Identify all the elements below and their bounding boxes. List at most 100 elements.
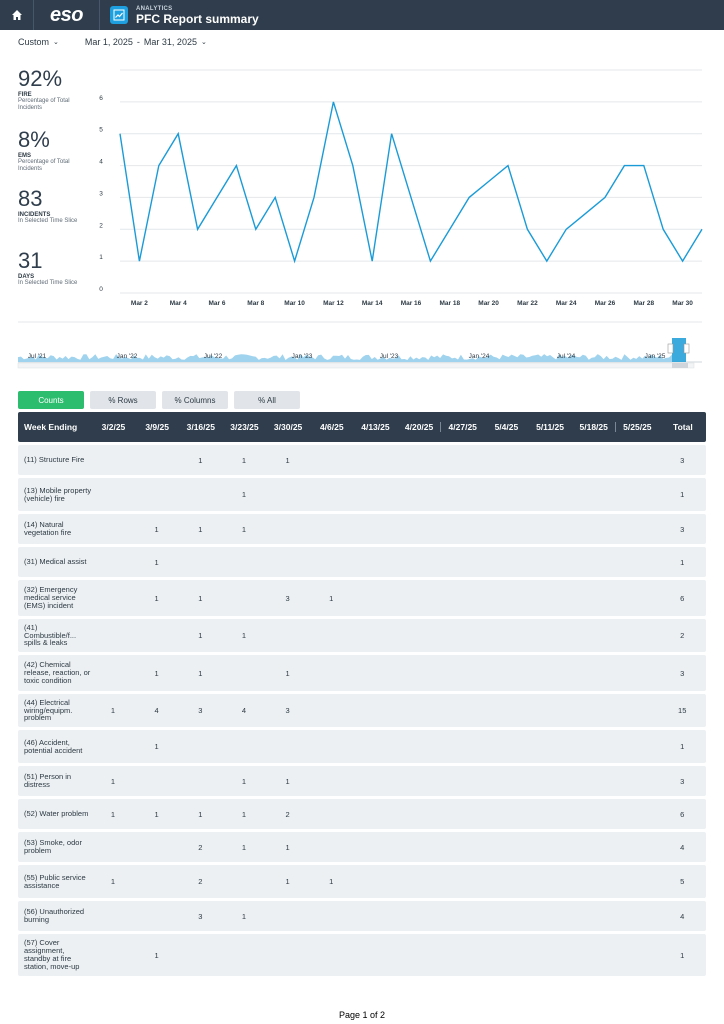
row-label: (42) Chemical release, reaction, or toxi…	[24, 660, 91, 685]
column-header[interactable]: 5/11/25	[536, 422, 564, 432]
navigator-handle-left	[667, 343, 674, 354]
table-row[interactable]: (53) Smoke, odor problem 2 1 1 4	[18, 832, 706, 862]
table-row[interactable]: (32) Emergency medical service (EMS) inc…	[18, 580, 706, 616]
row-total: 15	[678, 706, 687, 715]
table-mode-tabs: Counts % Rows % Columns % All	[18, 391, 300, 409]
date-separator: -	[136, 37, 140, 47]
navigator-label: Jul '23	[380, 353, 399, 360]
kpi-ems: 8% EMS Percentage of Total Incidents	[18, 129, 88, 173]
x-tick-label: Mar 10	[284, 300, 305, 307]
kpi-days: 31 DAYS In Selected Time Slice	[18, 250, 88, 287]
navigator-label: Jul '21	[28, 353, 47, 360]
navigator-label: Jul '22	[204, 353, 223, 360]
table-cell: 1	[110, 809, 116, 819]
column-header[interactable]: 4/20/25	[404, 422, 434, 432]
page-title: PFC Report summary	[136, 11, 259, 26]
x-tick-label: Mar 4	[170, 300, 187, 307]
x-tick-label: Mar 18	[439, 300, 460, 307]
table-cell: 4	[241, 706, 246, 715]
table-row[interactable]: (31) Medical assist 1 1	[18, 547, 706, 577]
column-header[interactable]: Week Ending	[24, 421, 78, 432]
table-row[interactable]: (41) Combustible/f... spills & leaks 1 1 2	[18, 619, 706, 652]
row-total: 3	[680, 455, 685, 465]
table-cell: 2	[198, 842, 203, 852]
row-total: 1	[680, 742, 685, 751]
navigator-area	[18, 354, 672, 362]
table-row[interactable]: (46) Accident, potential accident 1 1	[18, 730, 706, 763]
range-type-dropdown[interactable]: Custom ⌄	[18, 37, 59, 47]
table-header: Week Ending 3/2/25 3/9/25 3/16/25 3/23/25 3/3…	[18, 412, 706, 442]
table-row[interactable]: (55) Public service assistance 1 2 1 1 5	[18, 865, 706, 898]
x-tick-label: Mar 2	[131, 300, 148, 307]
x-tick-label: Mar 12	[323, 300, 344, 307]
row-total: 1	[680, 490, 685, 499]
table-cell: 1	[329, 593, 334, 603]
column-header[interactable]: 3/2/25	[101, 422, 126, 432]
row-total: 6	[680, 809, 685, 819]
table-cell: 4	[154, 706, 159, 715]
column-header[interactable]: 4/13/25	[361, 422, 390, 432]
table-cell: 1	[198, 593, 203, 603]
row-total: 5	[680, 877, 685, 886]
date-filter-bar: Custom ⌄ Mar 1, 2025 - Mar 31, 2025 ⌄	[18, 37, 207, 47]
x-tick-label: Mar 26	[595, 300, 616, 307]
table-cell: 1	[285, 842, 290, 852]
column-header[interactable]: 5/4/25	[494, 422, 519, 432]
x-tick-label: Mar 22	[517, 300, 538, 307]
tab-columns-percent[interactable]: % Columns	[162, 391, 228, 409]
y-tick-label: 3	[99, 190, 103, 197]
home-button[interactable]	[0, 0, 34, 30]
kpi-value: 83	[18, 186, 43, 211]
table-row[interactable]: (14) Natural vegetation fire 1 1 1 3	[18, 514, 706, 544]
table-row[interactable]: (42) Chemical release, reaction, or toxi…	[18, 655, 706, 691]
tab-rows-percent[interactable]: % Rows	[90, 391, 156, 409]
x-tick-label: Mar 16	[401, 300, 422, 307]
table-row[interactable]: (13) Mobile property (vehicle) fire 1 1	[18, 478, 706, 511]
incident-type-table: Week Ending 3/2/25 3/9/25 3/16/25 3/23/25 3/3…	[18, 412, 706, 976]
row-label: (56) Unauthorized burning	[24, 907, 85, 924]
table-cell: 3	[285, 706, 290, 715]
kpi-label: DAYS	[18, 274, 35, 280]
table-row[interactable]: (52) Water problem 1 1 1 1 2 6	[18, 799, 706, 829]
table-cell: 1	[198, 668, 203, 678]
table-cell: 1	[110, 776, 116, 786]
row-label: (44) Electrical wiring/equipm. problem	[24, 697, 73, 723]
column-header[interactable]: Total	[673, 422, 693, 432]
column-header[interactable]: 3/9/25	[145, 422, 169, 432]
column-header[interactable]: 4/27/25	[440, 422, 484, 432]
navigator-label: Jan '24	[469, 353, 490, 360]
table-cell: 1	[241, 842, 246, 852]
table-row[interactable]: (56) Unauthorized burning 3 1 4	[18, 901, 706, 931]
column-header[interactable]: 3/16/25	[186, 422, 215, 432]
navigator-label: Jul '24	[557, 353, 576, 360]
range-type-label: Custom	[18, 37, 50, 47]
column-header[interactable]: 3/30/25	[273, 422, 303, 432]
table-cell: 3	[198, 911, 203, 921]
kpi-desc: In Selected Time Slice	[18, 280, 78, 286]
kpi-label: INCIDENTS	[18, 212, 51, 218]
series-line	[119, 101, 703, 264]
row-label: (11) Structure Fire	[24, 455, 85, 465]
column-header[interactable]: 5/18/25	[579, 422, 608, 432]
table-cell: 1	[241, 776, 246, 786]
row-label: (14) Natural vegetation fire	[24, 520, 72, 537]
row-label: (41) Combustible/f... spills & leaks	[24, 622, 77, 648]
table-row[interactable]: (57) Cover assignment, standby at fire s…	[18, 934, 706, 976]
y-tick-label: 0	[99, 286, 103, 293]
chart-icon	[110, 6, 128, 24]
column-header[interactable]: 3/23/25	[230, 422, 259, 432]
eso-logo[interactable]: eso	[34, 0, 100, 30]
table-cell: 1	[241, 911, 246, 921]
table-row[interactable]: (51) Person in distress 1 1 1 3	[18, 766, 706, 796]
tab-all-percent[interactable]: % All	[234, 391, 300, 409]
date-range-dropdown[interactable]: Mar 1, 2025 - Mar 31, 2025 ⌄	[85, 37, 207, 47]
row-label: (55) Public service assistance	[24, 872, 86, 890]
column-header[interactable]: 4/6/25	[319, 422, 344, 432]
table-row[interactable]: (11) Structure Fire 1 1 1 3	[18, 445, 706, 475]
table-row[interactable]: (44) Electrical wiring/equipm. problem 1 4…	[18, 694, 706, 727]
column-header[interactable]: 5/25/25	[615, 422, 659, 432]
y-tick-label: 2	[99, 222, 103, 229]
tab-counts[interactable]: Counts	[18, 391, 84, 409]
table-cell: 1	[154, 557, 159, 567]
page-number: Page 1 of 2	[338, 1010, 386, 1020]
